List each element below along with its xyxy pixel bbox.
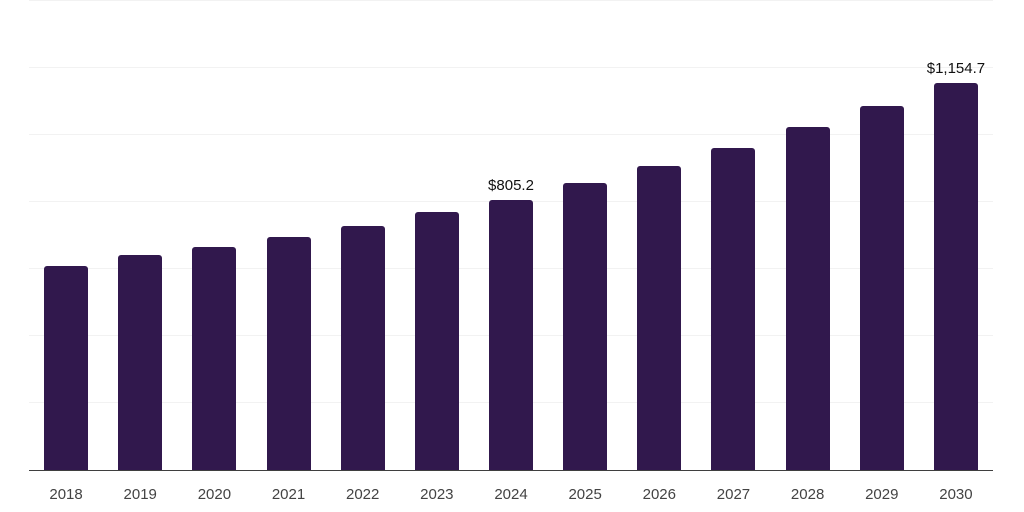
bar-2029	[859, 106, 904, 470]
bar-2022	[340, 226, 385, 470]
x-tick-label-2020: 2020	[197, 486, 232, 503]
x-tick-label-2022: 2022	[346, 486, 380, 503]
x-tick-label-2027: 2027	[716, 486, 751, 503]
x-tick-label-2025: 2025	[568, 486, 602, 503]
x-tick-label-2018: 2018	[49, 486, 83, 503]
bar-2028	[785, 127, 830, 470]
gridline	[29, 134, 993, 135]
plot-area: $805.2 $1,154.7	[29, 0, 993, 471]
x-tick-label-2023: 2023	[420, 486, 454, 503]
bar-2019	[118, 255, 163, 470]
gridline	[29, 0, 993, 1]
bar-2026	[637, 166, 682, 470]
bar-2018	[44, 266, 89, 470]
bar-2023	[414, 212, 459, 470]
bar-2027	[711, 148, 756, 470]
bar-2025	[563, 183, 608, 470]
x-tick-label-2024: 2024	[494, 486, 528, 503]
x-tick-label-2026: 2026	[642, 486, 676, 503]
bar-2020	[192, 247, 237, 470]
x-tick-label-2021: 2021	[271, 486, 306, 503]
value-label-2030: $1,154.7	[926, 60, 986, 78]
x-axis: 2018 2019 2020 2021 2022 2023 2024 2025 2026 2027…	[29, 484, 993, 504]
gridline	[29, 67, 993, 68]
x-tick-label-2028: 2028	[790, 486, 825, 503]
bar-2024	[489, 200, 533, 470]
x-tick-label-2029: 2029	[865, 486, 899, 503]
bar-2021	[266, 237, 311, 470]
x-tick-label-2030: 2030	[939, 486, 973, 503]
bar-2030	[933, 83, 978, 470]
value-label-2024: $805.2	[488, 177, 534, 195]
x-tick-label-2019: 2019	[123, 486, 157, 503]
